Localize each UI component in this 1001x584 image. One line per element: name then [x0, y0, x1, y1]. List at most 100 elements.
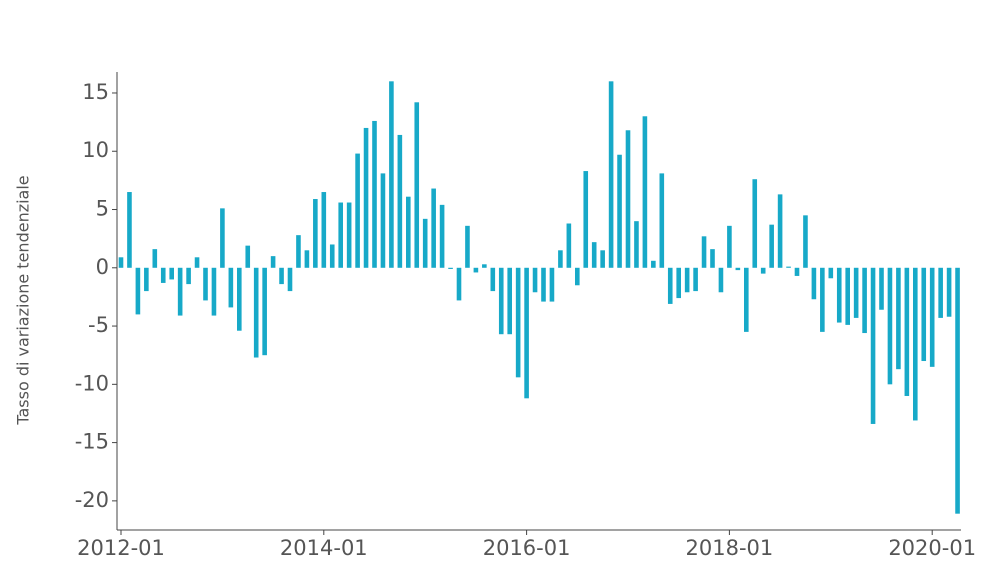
bar	[566, 223, 572, 268]
bar	[727, 225, 732, 268]
y-tick-label: -20	[75, 488, 109, 512]
bar	[575, 267, 580, 286]
bar	[820, 267, 825, 332]
bar	[549, 267, 555, 302]
y-axis-label: Tasso di variazione tendenziale	[14, 175, 33, 425]
bar	[600, 250, 605, 268]
bar	[287, 267, 293, 292]
bar	[245, 245, 251, 268]
bar	[701, 236, 707, 268]
bar	[879, 267, 884, 310]
bar	[904, 267, 910, 396]
bar	[448, 267, 453, 269]
bar	[389, 81, 394, 268]
bar	[896, 267, 901, 370]
y-tick-label: -5	[88, 313, 109, 337]
bar	[625, 130, 631, 268]
bar	[887, 267, 893, 385]
bar	[532, 267, 538, 293]
bar	[583, 171, 589, 268]
bar	[135, 267, 141, 315]
bar	[406, 196, 411, 268]
bar	[211, 267, 217, 316]
bar	[127, 192, 132, 268]
x-tick-label: 2014-01	[280, 536, 368, 560]
y-tick-label: -10	[75, 371, 109, 395]
bar	[777, 194, 783, 268]
bar	[642, 116, 648, 268]
bar	[262, 267, 267, 356]
bar	[524, 267, 529, 399]
bar	[803, 215, 808, 268]
bar	[744, 267, 749, 332]
bar	[786, 266, 791, 268]
bar	[507, 267, 512, 335]
y-tick-label: 15	[82, 80, 109, 104]
bar	[482, 264, 487, 268]
bar	[414, 102, 420, 268]
bar	[862, 267, 867, 334]
bar	[853, 267, 859, 318]
bar	[169, 267, 174, 280]
bar	[684, 267, 690, 293]
y-tick-label: 0	[96, 255, 109, 279]
bar	[152, 249, 158, 268]
bar	[617, 154, 622, 268]
bar	[836, 267, 842, 323]
bar	[228, 267, 234, 308]
bar	[769, 224, 774, 268]
bar	[355, 153, 360, 268]
bar	[194, 257, 200, 268]
bar	[439, 204, 445, 268]
bar	[422, 218, 428, 268]
bar	[160, 267, 166, 283]
bar	[634, 221, 639, 268]
bar	[752, 179, 758, 268]
bar	[431, 188, 436, 268]
bar	[929, 267, 935, 367]
bar	[363, 127, 369, 268]
bar	[938, 267, 943, 318]
bar	[296, 235, 301, 268]
bar	[608, 81, 614, 268]
bar	[372, 120, 377, 268]
bar	[270, 256, 276, 268]
bar	[794, 267, 800, 276]
bar	[220, 208, 225, 268]
bar	[845, 267, 850, 325]
bar	[558, 250, 563, 268]
bar	[346, 202, 352, 268]
bar	[693, 267, 698, 292]
bar	[456, 267, 462, 301]
bar	[329, 244, 335, 268]
bar	[338, 202, 343, 268]
bar	[955, 267, 960, 514]
bar	[921, 267, 927, 362]
bar	[735, 267, 741, 271]
bar	[177, 267, 183, 316]
bar	[203, 267, 208, 301]
bar	[490, 267, 496, 292]
bar	[144, 267, 149, 292]
bar	[591, 242, 597, 268]
bar	[186, 267, 191, 285]
bar	[237, 267, 242, 331]
bar	[279, 267, 284, 285]
bar	[515, 267, 521, 378]
bar	[760, 267, 766, 274]
bar	[253, 267, 259, 358]
bar	[811, 267, 817, 300]
bar	[304, 250, 310, 268]
bar	[718, 267, 724, 293]
x-tick-label: 2012-01	[77, 536, 165, 560]
bar	[651, 260, 656, 268]
y-tick-label: 5	[96, 197, 109, 221]
bar	[118, 257, 124, 268]
bar	[946, 267, 952, 317]
bar	[870, 267, 876, 424]
bar	[659, 173, 665, 268]
bar	[676, 267, 681, 299]
y-tick-label: 10	[82, 138, 109, 162]
bar	[473, 267, 479, 273]
bar	[710, 249, 715, 268]
